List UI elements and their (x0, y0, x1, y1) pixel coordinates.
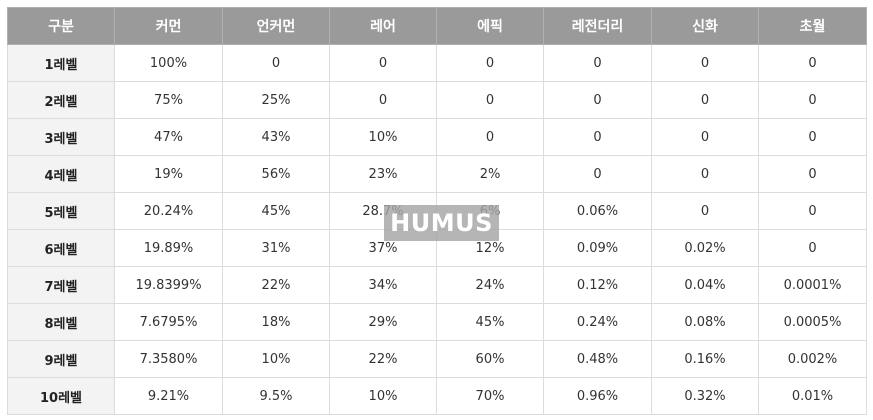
common-cell: 7.6795% (114, 303, 223, 341)
rare-cell: 0 (329, 44, 437, 82)
rare-cell: 22% (329, 340, 437, 378)
common-cell: 19.89% (114, 229, 223, 267)
table-row: 8레벨 7.6795% 18% 29% 45% 0.24% 0.08% 0.0005% (7, 303, 867, 341)
header-mythic: 신화 (651, 7, 759, 45)
epic-cell: 0 (436, 81, 544, 119)
uncommon-cell: 25% (222, 81, 330, 119)
rare-cell: 0 (329, 81, 437, 119)
header-uncommon: 언커먼 (222, 7, 330, 45)
rare-cell: 34% (329, 266, 437, 304)
transcendent-cell: 0.0005% (758, 303, 867, 341)
mythic-cell: 0.32% (651, 377, 759, 415)
mythic-cell: 0 (651, 192, 759, 230)
level-label: 7레벨 (7, 266, 115, 304)
epic-cell: 0 (436, 118, 544, 156)
rare-cell: 23% (329, 155, 437, 193)
header-common: 커먼 (114, 7, 223, 45)
legendary-cell: 0 (543, 118, 652, 156)
level-label: 3레벨 (7, 118, 115, 156)
level-label: 6레벨 (7, 229, 115, 267)
mythic-cell: 0.02% (651, 229, 759, 267)
table-header: 구분 커먼 언커먼 레어 에픽 레전더리 신화 초월 (7, 7, 867, 45)
mythic-cell: 0 (651, 118, 759, 156)
level-label: 9레벨 (7, 340, 115, 378)
table-row: 3레벨 47% 43% 10% 0 0 0 0 (7, 118, 867, 156)
rare-cell: 10% (329, 118, 437, 156)
legendary-cell: 0.12% (543, 266, 652, 304)
table-row: 7레벨 19.8399% 22% 34% 24% 0.12% 0.04% 0.0001% (7, 266, 867, 304)
legendary-cell: 0.09% (543, 229, 652, 267)
transcendent-cell: 0 (758, 155, 867, 193)
epic-cell: 0 (436, 44, 544, 82)
header-category: 구분 (7, 7, 115, 45)
mythic-cell: 0 (651, 81, 759, 119)
mythic-cell: 0.04% (651, 266, 759, 304)
common-cell: 19.8399% (114, 266, 223, 304)
table-row: 2레벨 75% 25% 0 0 0 0 0 (7, 81, 867, 119)
uncommon-cell: 56% (222, 155, 330, 193)
epic-cell: 60% (436, 340, 544, 378)
transcendent-cell: 0 (758, 44, 867, 82)
legendary-cell: 0 (543, 155, 652, 193)
header-transcendent: 초월 (758, 7, 867, 45)
epic-cell: 45% (436, 303, 544, 341)
uncommon-cell: 31% (222, 229, 330, 267)
watermark: HUMUS (384, 205, 499, 241)
common-cell: 47% (114, 118, 223, 156)
legendary-cell: 0 (543, 81, 652, 119)
header-legendary: 레전더리 (543, 7, 652, 45)
uncommon-cell: 10% (222, 340, 330, 378)
legendary-cell: 0.24% (543, 303, 652, 341)
table-row: 1레벨 100% 0 0 0 0 0 0 (7, 44, 867, 82)
transcendent-cell: 0 (758, 192, 867, 230)
mythic-cell: 0.16% (651, 340, 759, 378)
transcendent-cell: 0 (758, 118, 867, 156)
transcendent-cell: 0.01% (758, 377, 867, 415)
epic-cell: 2% (436, 155, 544, 193)
uncommon-cell: 9.5% (222, 377, 330, 415)
table-row: 9레벨 7.3580% 10% 22% 60% 0.48% 0.16% 0.002% (7, 340, 867, 378)
common-cell: 100% (114, 44, 223, 82)
common-cell: 75% (114, 81, 223, 119)
level-label: 2레벨 (7, 81, 115, 119)
mythic-cell: 0 (651, 44, 759, 82)
mythic-cell: 0.08% (651, 303, 759, 341)
header-epic: 에픽 (436, 7, 544, 45)
legendary-cell: 0.48% (543, 340, 652, 378)
common-cell: 19% (114, 155, 223, 193)
header-row: 구분 커먼 언커먼 레어 에픽 레전더리 신화 초월 (7, 7, 867, 45)
common-cell: 9.21% (114, 377, 223, 415)
mythic-cell: 0 (651, 155, 759, 193)
rare-cell: 29% (329, 303, 437, 341)
table-row: 6레벨 19.89% 31% 37% 12% 0.09% 0.02% 0 (7, 229, 867, 267)
epic-cell: 70% (436, 377, 544, 415)
level-label: 10레벨 (7, 377, 115, 415)
common-cell: 20.24% (114, 192, 223, 230)
legendary-cell: 0.06% (543, 192, 652, 230)
transcendent-cell: 0.0001% (758, 266, 867, 304)
header-rare: 레어 (329, 7, 437, 45)
rare-cell: 10% (329, 377, 437, 415)
table-row: 10레벨 9.21% 9.5% 10% 70% 0.96% 0.32% 0.01% (7, 377, 867, 415)
transcendent-cell: 0.002% (758, 340, 867, 378)
uncommon-cell: 22% (222, 266, 330, 304)
uncommon-cell: 18% (222, 303, 330, 341)
transcendent-cell: 0 (758, 81, 867, 119)
epic-cell: 24% (436, 266, 544, 304)
level-label: 5레벨 (7, 192, 115, 230)
common-cell: 7.3580% (114, 340, 223, 378)
uncommon-cell: 0 (222, 44, 330, 82)
uncommon-cell: 45% (222, 192, 330, 230)
legendary-cell: 0 (543, 44, 652, 82)
level-label: 8레벨 (7, 303, 115, 341)
table-row: 4레벨 19% 56% 23% 2% 0 0 0 (7, 155, 867, 193)
level-label: 4레벨 (7, 155, 115, 193)
uncommon-cell: 43% (222, 118, 330, 156)
legendary-cell: 0.96% (543, 377, 652, 415)
level-label: 1레벨 (7, 44, 115, 82)
transcendent-cell: 0 (758, 229, 867, 267)
